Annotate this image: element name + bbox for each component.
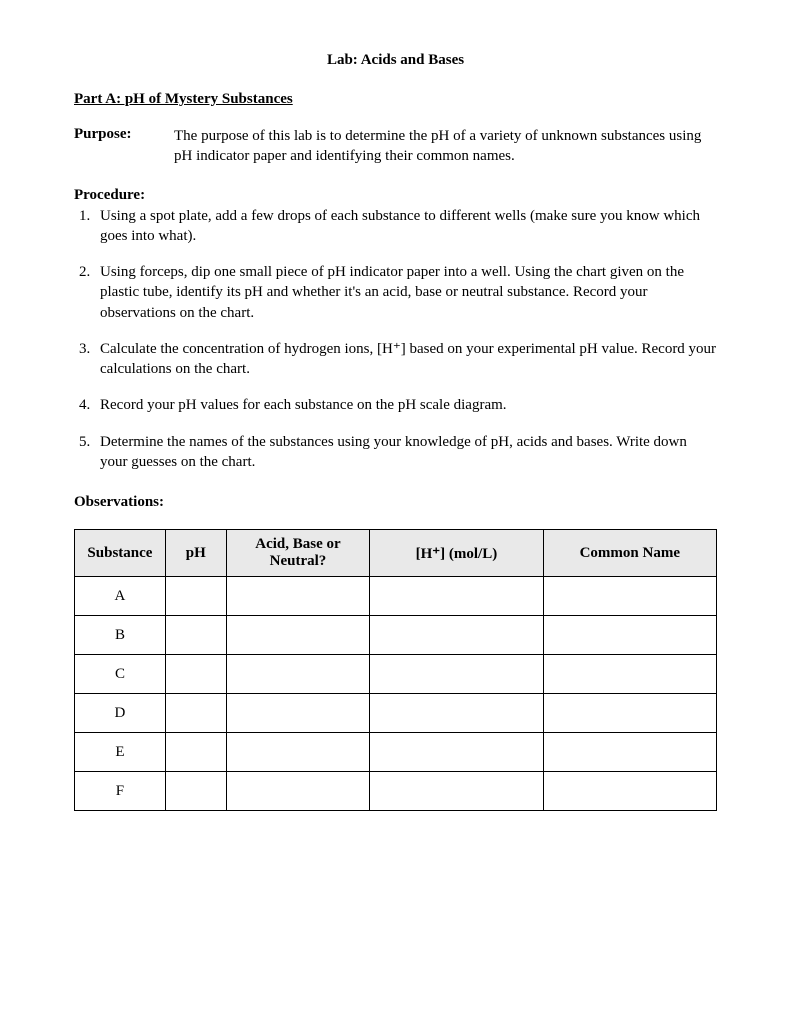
procedure-step-text: Calculate the concentration of hydrogen … <box>100 341 716 377</box>
col-header-common-name: Common Name <box>543 530 716 577</box>
procedure-step: Using forceps, dip one small piece of pH… <box>94 262 717 323</box>
purpose-label: Purpose: <box>74 126 174 167</box>
col-header-substance: Substance <box>75 530 166 577</box>
cell-substance: E <box>75 733 166 772</box>
cell-h <box>370 733 543 772</box>
procedure-label: Procedure: <box>74 187 717 204</box>
cell-common-name <box>543 733 716 772</box>
procedure-step-text: Determine the names of the substances us… <box>100 434 687 470</box>
cell-abn <box>226 577 370 616</box>
observations-table: Substance pH Acid, Base or Neutral? [H⁺]… <box>74 529 717 811</box>
table-row: F <box>75 772 717 811</box>
cell-common-name <box>543 577 716 616</box>
purpose-text: The purpose of this lab is to determine … <box>174 126 717 167</box>
cell-abn <box>226 616 370 655</box>
col-header-ph: pH <box>165 530 226 577</box>
page: Lab: Acids and Bases Part A: pH of Myste… <box>0 0 791 871</box>
cell-ph <box>165 694 226 733</box>
cell-ph <box>165 655 226 694</box>
table-row: E <box>75 733 717 772</box>
cell-abn <box>226 655 370 694</box>
table-header-row: Substance pH Acid, Base or Neutral? [H⁺]… <box>75 530 717 577</box>
cell-h <box>370 616 543 655</box>
cell-substance: D <box>75 694 166 733</box>
cell-substance: A <box>75 577 166 616</box>
cell-ph <box>165 733 226 772</box>
cell-substance: B <box>75 616 166 655</box>
procedure-list: Using a spot plate, add a few drops of e… <box>74 206 717 473</box>
table-row: C <box>75 655 717 694</box>
purpose-section: Purpose: The purpose of this lab is to d… <box>74 126 717 167</box>
table-row: B <box>75 616 717 655</box>
table-row: D <box>75 694 717 733</box>
procedure-step: Calculate the concentration of hydrogen … <box>94 339 717 380</box>
cell-h <box>370 577 543 616</box>
cell-common-name <box>543 772 716 811</box>
procedure-step: Using a spot plate, add a few drops of e… <box>94 206 717 247</box>
cell-abn <box>226 733 370 772</box>
cell-ph <box>165 772 226 811</box>
procedure-step-text: Using a spot plate, add a few drops of e… <box>100 208 700 244</box>
cell-ph <box>165 577 226 616</box>
cell-h <box>370 772 543 811</box>
cell-common-name <box>543 655 716 694</box>
cell-common-name <box>543 616 716 655</box>
cell-substance: C <box>75 655 166 694</box>
cell-h <box>370 655 543 694</box>
observations-label: Observations: <box>74 494 717 511</box>
procedure-step: Record your pH values for each substance… <box>94 395 717 415</box>
cell-common-name <box>543 694 716 733</box>
cell-abn <box>226 694 370 733</box>
table-body: A B C D <box>75 577 717 811</box>
col-header-acid-base-neutral: Acid, Base or Neutral? <box>226 530 370 577</box>
procedure-step: Determine the names of the substances us… <box>94 432 717 473</box>
cell-h <box>370 694 543 733</box>
procedure-step-text: Using forceps, dip one small piece of pH… <box>100 264 684 321</box>
cell-substance: F <box>75 772 166 811</box>
lab-title: Lab: Acids and Bases <box>74 52 717 69</box>
procedure-step-text: Record your pH values for each substance… <box>100 397 507 413</box>
table-row: A <box>75 577 717 616</box>
part-a-heading: Part A: pH of Mystery Substances <box>74 91 717 108</box>
cell-abn <box>226 772 370 811</box>
col-header-h-concentration: [H⁺] (mol/L) <box>370 530 543 577</box>
cell-ph <box>165 616 226 655</box>
